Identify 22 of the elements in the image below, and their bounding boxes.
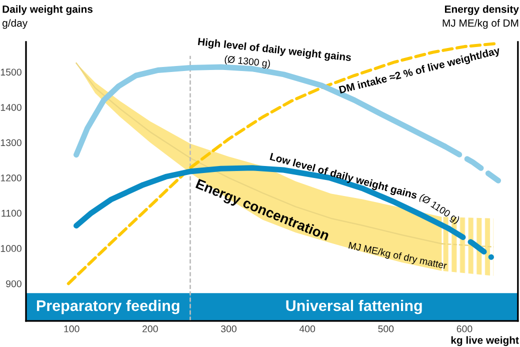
- band-label: Preparatory feeding: [36, 300, 180, 314]
- y-tick-label: 1300: [0, 139, 22, 146]
- y2-axis-title: Energy density MJ ME/kg of DM: [442, 5, 519, 29]
- band-label: Universal fattening: [286, 300, 422, 314]
- annotation: (Ø 1300 g): [224, 55, 270, 69]
- x-tick-label: 400: [299, 325, 316, 332]
- x-axis-title: kg live weight: [451, 336, 519, 346]
- y-tick-label: 1500: [0, 68, 22, 76]
- y-tick-label: 900: [6, 280, 22, 288]
- annotation: MJ ME/kg of dry matter: [348, 242, 448, 272]
- x-tick-label: 300: [221, 325, 236, 332]
- y-tick-label: 1400: [0, 104, 22, 111]
- x-tick-label: 600: [456, 325, 472, 332]
- x-tick-label: 200: [142, 325, 158, 332]
- y-tick-label: 1100: [2, 210, 22, 217]
- x-tick-label: 100: [64, 325, 80, 332]
- y-axis-title: Daily weight gains g/day: [2, 5, 93, 29]
- y-tick-label: 1000: [0, 245, 22, 252]
- x-tick-label: 500: [378, 325, 394, 332]
- y-tick-label: 1200: [0, 174, 22, 182]
- annotation: Low level of daily weight gains: [269, 152, 418, 202]
- annotation: (Ø 1100 g): [418, 193, 460, 226]
